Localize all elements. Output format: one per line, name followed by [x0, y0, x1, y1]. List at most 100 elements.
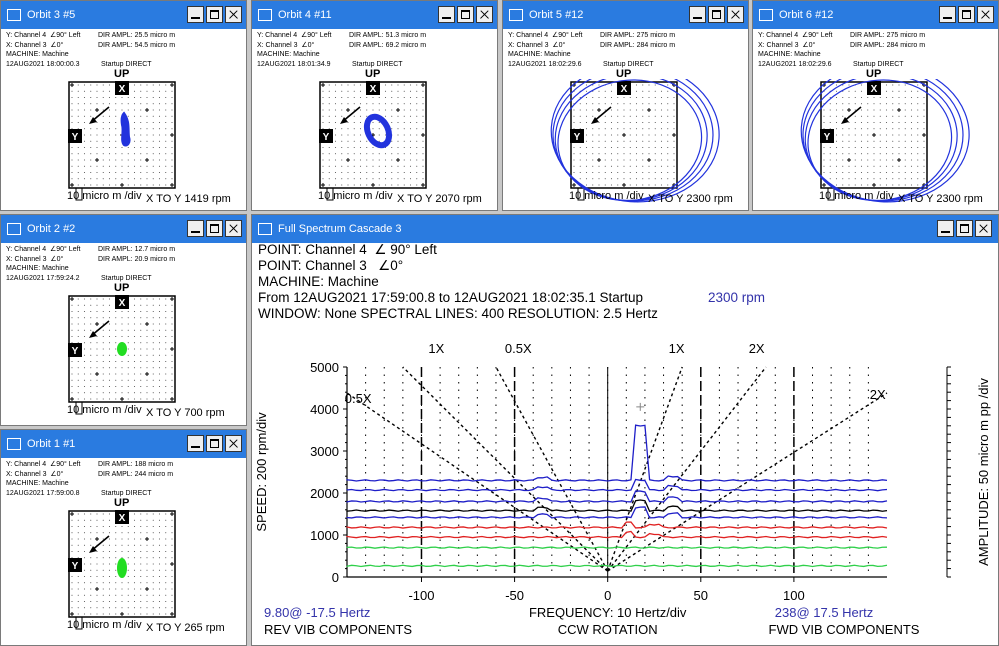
y-probe-marker: Y: [68, 558, 82, 572]
close-button[interactable]: [225, 6, 242, 23]
x-channel: X: Channel 3: [6, 255, 47, 263]
spectrum-trace: [346, 546, 888, 549]
y-angle: 90° Left: [56, 32, 81, 39]
y-channel: Y: Channel 4: [6, 32, 47, 39]
scale-label: 10 micro m /div: [569, 190, 644, 202]
y-probe-marker: Y: [570, 129, 584, 143]
y-amplitude: DIR AMPL: 51.3 micro m: [349, 32, 427, 39]
x-channel: X: Channel 3: [6, 470, 47, 478]
orbit-header-right: DIR AMPL: 275 micro m DIR AMPL: 284 micr…: [850, 31, 925, 69]
order-label: 2X: [749, 341, 765, 356]
x-marker-label: X: [119, 84, 126, 95]
startup-mode: Startup DIRECT: [101, 274, 152, 282]
minimize-button[interactable]: [187, 6, 204, 23]
orbit-header-right: DIR AMPL: 25.5 micro m DIR AMPL: 54.5 mi…: [98, 31, 175, 69]
speed-label: X TO Y 2070 rpm: [397, 193, 482, 205]
angle-icon: ∠: [50, 470, 57, 478]
orbit-trace: [550, 79, 720, 203]
orbit-trace: [117, 558, 127, 578]
y-angle: 90° Left: [307, 32, 332, 39]
title-bar[interactable]: Orbit 2 #2: [1, 215, 246, 243]
scale-label: 10 micro m /div: [318, 190, 393, 202]
minimize-button[interactable]: [187, 220, 204, 237]
machine-label: MACHINE: Machine: [6, 480, 69, 487]
minimize-button[interactable]: [438, 6, 455, 23]
maximize-button[interactable]: [206, 6, 223, 23]
minimize-button[interactable]: [689, 6, 706, 23]
x-marker-label: X: [871, 84, 878, 95]
timestamp: 12AUG2021 17:59:24.2: [6, 274, 80, 282]
minimize-button[interactable]: [939, 6, 956, 23]
title-bar[interactable]: Orbit 1 #1: [1, 430, 246, 458]
startup-mode: Startup DIRECT: [101, 60, 152, 68]
orbit-plot: XY: [319, 81, 427, 201]
close-button[interactable]: [727, 6, 744, 23]
up-label: UP: [866, 68, 882, 80]
angle-icon: ∠: [552, 41, 559, 49]
window-icon: [7, 223, 21, 235]
window-title: Full Spectrum Cascade 3: [278, 223, 402, 235]
close-button[interactable]: [975, 220, 992, 237]
maximize-button[interactable]: [956, 220, 973, 237]
maximize-button[interactable]: [958, 6, 975, 23]
orbit-header-left: Y: Channel 4 ∠90° Left X: Channel 3 ∠0° …: [508, 31, 582, 69]
title-bar[interactable]: Full Spectrum Cascade 3: [252, 215, 998, 243]
timestamp: 12AUG2021 18:02:29.6: [508, 60, 582, 68]
maximize-button[interactable]: [708, 6, 725, 23]
maximize-button[interactable]: [206, 435, 223, 452]
title-bar[interactable]: Orbit 6 #12: [753, 1, 998, 29]
minimize-button[interactable]: [187, 435, 204, 452]
x-angle: 0°: [307, 41, 315, 49]
close-button[interactable]: [476, 6, 493, 23]
date-range: From 12AUG2021 17:59:00.8 to 12AUG2021 1…: [258, 290, 644, 305]
rev-cursor-readout: 9.80@ -17.5 Hertz: [264, 605, 370, 620]
window-title: Orbit 6 #12: [779, 9, 834, 21]
minimize-button[interactable]: [937, 220, 954, 237]
fwd-components-label: FWD VIB COMPONENTS: [769, 622, 920, 637]
orbit-plot: XY: [68, 510, 176, 630]
orbit-trace: [800, 79, 970, 203]
title-bar[interactable]: Orbit 5 #12: [503, 1, 748, 29]
angle-icon: ∠: [551, 32, 559, 39]
orbit-header-left: Y: Channel 4 ∠90° Left X: Channel 3 ∠0° …: [6, 245, 80, 283]
window-icon: [7, 438, 21, 450]
y-angle: 90° Left: [558, 32, 583, 39]
orbit-header-right: DIR AMPL: 188 micro m DIR AMPL: 244 micr…: [98, 460, 173, 498]
spectrum-trace: [346, 424, 888, 482]
rev-components-label: REV VIB COMPONENTS: [264, 622, 412, 637]
y-marker-label: Y: [574, 132, 581, 143]
maximize-button[interactable]: [206, 220, 223, 237]
window-icon: [509, 9, 523, 21]
x-amplitude: DIR AMPL: 284 micro m: [850, 41, 926, 49]
x-angle: 0°: [56, 470, 64, 478]
close-button[interactable]: [977, 6, 994, 23]
order-label: 1X: [669, 341, 685, 356]
title-bar[interactable]: Orbit 4 #11: [252, 1, 497, 29]
speed-label: X TO Y 265 rpm: [146, 622, 225, 634]
x-probe-marker: X: [617, 81, 631, 95]
scale-label: 10 micro m /div: [67, 619, 142, 631]
full-spectrum-window: Full Spectrum Cascade 3 POINT: Channel 4…: [251, 214, 999, 646]
y-channel: Y: Channel 4: [508, 32, 549, 39]
orbit-header-left: Y: Channel 4 ∠90° Left X: Channel 3 ∠0° …: [6, 460, 80, 498]
orbit-window: Orbit 5 #12 Y: Channel 4 ∠90° Left X: Ch…: [502, 0, 749, 211]
timestamp: 12AUG2021 17:59:00.8: [6, 489, 80, 497]
y-tick-label: 1000: [310, 528, 339, 543]
orbit-header-left: Y: Channel 4 ∠90° Left X: Channel 3 ∠0° …: [758, 31, 832, 69]
x-marker-label: X: [119, 298, 126, 309]
maximize-button[interactable]: [457, 6, 474, 23]
orbit-header-right: DIR AMPL: 275 micro m DIR AMPL: 284 micr…: [600, 31, 675, 69]
timestamp: 12AUG2021 18:01:34.9: [257, 60, 331, 68]
y-marker-label: Y: [72, 346, 79, 357]
title-bar[interactable]: Orbit 3 #5: [1, 1, 246, 29]
scale-label: 10 micro m /div: [819, 190, 894, 202]
speed-readout: 2300 rpm: [708, 290, 766, 305]
close-button[interactable]: [225, 435, 242, 452]
amplitude-axis-label: AMPLITUDE: 50 micro m pp /div: [976, 378, 991, 566]
orbit-header-left: Y: Channel 4 ∠90° Left X: Channel 3 ∠0° …: [257, 31, 331, 69]
spectrum-trace: [346, 478, 888, 492]
y-amplitude: DIR AMPL: 275 micro m: [600, 32, 676, 39]
angle-icon: ∠: [374, 242, 387, 257]
close-button[interactable]: [225, 220, 242, 237]
angle-icon: ∠: [378, 258, 391, 273]
